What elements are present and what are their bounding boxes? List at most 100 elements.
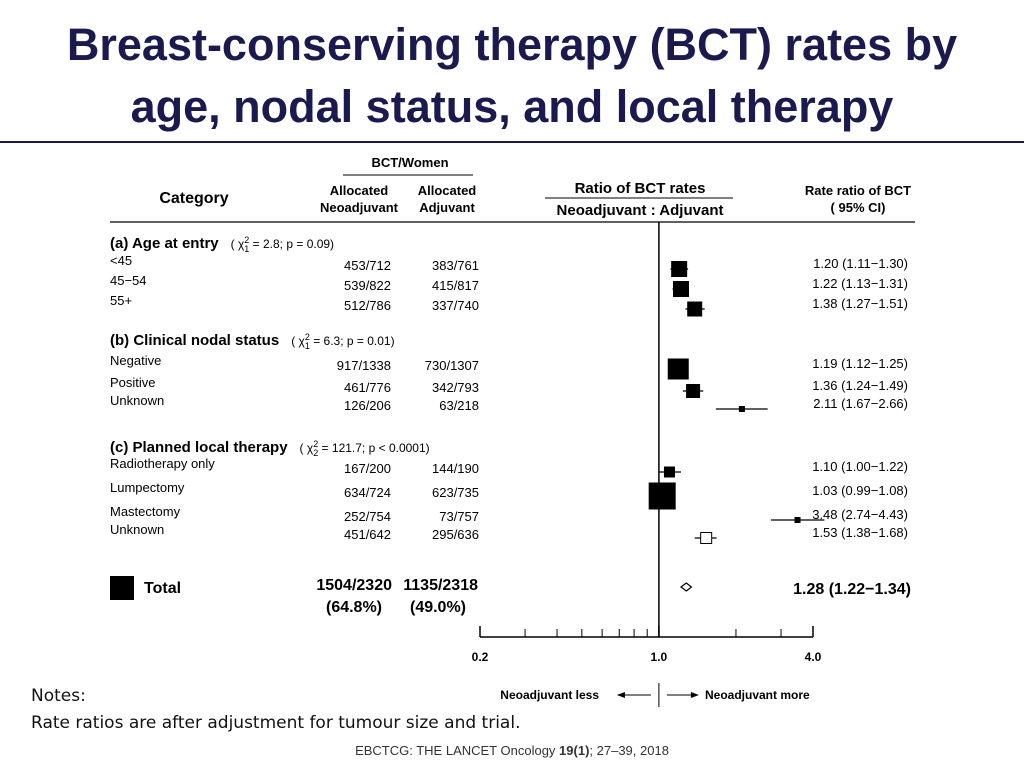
row-2-2-adj: 73/757 bbox=[439, 509, 479, 524]
row-0-1-label: 45−54 bbox=[110, 273, 147, 288]
notes-text: Rate ratios are after adjustment for tum… bbox=[31, 713, 521, 733]
row-1-1-neo: 461/776 bbox=[344, 380, 391, 395]
header-neo-2: Neoadjuvant bbox=[320, 200, 399, 215]
row-1-1-marker bbox=[682, 384, 704, 398]
row-0-2-ci-text: 1.38 (1.27−1.51) bbox=[812, 296, 908, 311]
row-2-3-ci-text: 1.53 (1.38−1.68) bbox=[812, 525, 908, 540]
row-2-3-marker bbox=[694, 532, 717, 544]
row-0-0-adj: 383/761 bbox=[432, 258, 479, 273]
row-0-2-marker bbox=[685, 301, 705, 317]
row-2-1-label: Lumpectomy bbox=[110, 480, 185, 495]
row-0-1-ci-text: 1.22 (1.13−1.31) bbox=[812, 276, 908, 291]
header-ratio-2: Neoadjuvant : Adjuvant bbox=[557, 202, 724, 219]
row-2-2-ci-text: 3.48 (2.74−4.43) bbox=[812, 507, 908, 522]
total-ci-text: 1.28 (1.22−1.34) bbox=[793, 581, 911, 598]
row-2-1-ci-text: 1.03 (0.99−1.08) bbox=[812, 483, 908, 498]
row-0-0-ci-text: 1.20 (1.11−1.30) bbox=[813, 256, 908, 271]
header-adj-1: Allocated bbox=[418, 183, 477, 198]
row-0-2-neo: 512/786 bbox=[344, 298, 391, 313]
row-0-2-adj: 337/740 bbox=[432, 298, 479, 313]
row-2-1-neo: 634/724 bbox=[344, 485, 391, 500]
group-heading-1: (b) Clinical nodal status bbox=[110, 332, 279, 349]
row-2-1-estimate-box bbox=[648, 482, 676, 510]
row-0-2-estimate-box bbox=[687, 301, 703, 317]
citation-volume: 19(1) bbox=[559, 743, 590, 758]
row-0-1-adj: 415/817 bbox=[432, 278, 479, 293]
row-1-2-neo: 126/206 bbox=[344, 398, 391, 413]
header-rr-1: Rate ratio of BCT bbox=[805, 183, 911, 198]
row-1-2-estimate-box bbox=[738, 406, 745, 412]
row-1-1-adj: 342/793 bbox=[432, 380, 479, 395]
total-diamond bbox=[680, 582, 693, 592]
row-0-2-label: 55+ bbox=[110, 293, 132, 308]
row-1-2-label: Unknown bbox=[110, 393, 164, 408]
group-test-0: ( χ2 1 = 2.8; p = 0.09) bbox=[231, 235, 334, 254]
row-1-2-adj: 63/218 bbox=[439, 398, 479, 413]
header-ratio-1: Ratio of BCT rates bbox=[575, 180, 706, 197]
row-2-3-estimate-box bbox=[700, 532, 713, 544]
row-1-0-adj: 730/1307 bbox=[425, 358, 479, 373]
total-legend-box bbox=[110, 576, 134, 600]
title-underline bbox=[0, 141, 1024, 143]
notes-label: Notes: bbox=[31, 686, 86, 706]
group-test-2: ( χ2 2 = 121.7; p < 0.0001) bbox=[300, 439, 430, 458]
direction-right-label: Neoadjuvant more bbox=[705, 688, 810, 702]
header-bct-women: BCT/Women bbox=[371, 155, 448, 170]
group-heading-2: (c) Planned local therapy bbox=[110, 439, 288, 456]
row-2-1-adj: 623/735 bbox=[432, 485, 479, 500]
row-2-3-adj: 295/636 bbox=[432, 527, 479, 542]
row-1-0-marker bbox=[667, 358, 689, 380]
x-tick-label-1: 1.0 bbox=[651, 650, 668, 664]
row-2-0-neo: 167/200 bbox=[344, 461, 391, 476]
group-heading-0: (a) Age at entry bbox=[110, 235, 219, 252]
direction-arrow-left-head bbox=[616, 692, 625, 698]
row-2-0-label: Radiotherapy only bbox=[110, 456, 215, 471]
row-2-3-label: Unknown bbox=[110, 522, 164, 537]
row-0-0-marker bbox=[670, 261, 689, 277]
notes: Notes: Rate ratios are after adjustment … bbox=[31, 683, 520, 737]
citation-source: EBCTCG: THE LANCET Oncology bbox=[355, 743, 556, 758]
row-1-0-estimate-box bbox=[667, 358, 689, 380]
total-adj: 1135/2318 bbox=[403, 577, 478, 594]
row-1-0-neo: 917/1338 bbox=[337, 358, 391, 373]
title-line-1: Breast-conserving therapy (BCT) rates by bbox=[66, 19, 958, 70]
row-2-2-neo: 252/754 bbox=[344, 509, 391, 524]
row-1-1-label: Positive bbox=[110, 375, 156, 390]
x-tick-label-2: 4.0 bbox=[805, 650, 822, 664]
header-adj-2: Adjuvant bbox=[419, 200, 475, 215]
header-neo-1: Allocated bbox=[330, 183, 389, 198]
citation-pages: ; 27–39, 2018 bbox=[589, 743, 669, 758]
x-tick-label-0: 0.2 bbox=[472, 650, 489, 664]
row-2-0-marker bbox=[658, 466, 682, 478]
row-0-1-neo: 539/822 bbox=[344, 278, 391, 293]
row-0-0-label: <45 bbox=[110, 253, 132, 268]
row-0-1-estimate-box bbox=[673, 281, 690, 297]
header-rr-2: ( 95% CI) bbox=[831, 200, 886, 215]
row-1-1-ci-text: 1.36 (1.24−1.49) bbox=[812, 378, 908, 393]
row-2-3-neo: 451/642 bbox=[344, 527, 391, 542]
slide-title: Breast-conserving therapy (BCT) rates by… bbox=[0, 14, 1024, 138]
row-0-1-marker bbox=[672, 281, 690, 297]
header-category: Category bbox=[159, 190, 228, 207]
total-neo-pct: (64.8%) bbox=[326, 599, 382, 616]
row-0-0-estimate-box bbox=[671, 261, 688, 277]
row-2-0-estimate-box bbox=[663, 466, 675, 478]
row-2-0-ci-text: 1.10 (1.00−1.22) bbox=[812, 459, 908, 474]
row-2-1-marker bbox=[648, 482, 676, 510]
row-2-2-estimate-box bbox=[794, 517, 801, 523]
total-neo: 1504/2320 bbox=[316, 577, 392, 594]
row-2-2-label: Mastectomy bbox=[110, 504, 181, 519]
direction-arrow-right-head bbox=[690, 692, 699, 698]
total-label: Total bbox=[144, 580, 181, 597]
row-1-2-ci-text: 2.11 (1.67−2.66) bbox=[813, 396, 908, 411]
title-line-2: age, nodal status, and local therapy bbox=[130, 81, 894, 132]
total-adj-pct: (49.0%) bbox=[410, 599, 466, 616]
row-1-1-estimate-box bbox=[686, 384, 701, 398]
citation: EBCTCG: THE LANCET Oncology 19(1); 27–39… bbox=[0, 743, 1024, 758]
group-test-1: ( χ2 1 = 6.3; p = 0.01) bbox=[291, 332, 394, 351]
row-1-0-ci-text: 1.19 (1.12−1.25) bbox=[812, 356, 908, 371]
row-1-0-label: Negative bbox=[110, 353, 161, 368]
row-1-2-marker bbox=[715, 406, 768, 412]
direction-left-label: Neoadjuvant less bbox=[500, 688, 599, 702]
